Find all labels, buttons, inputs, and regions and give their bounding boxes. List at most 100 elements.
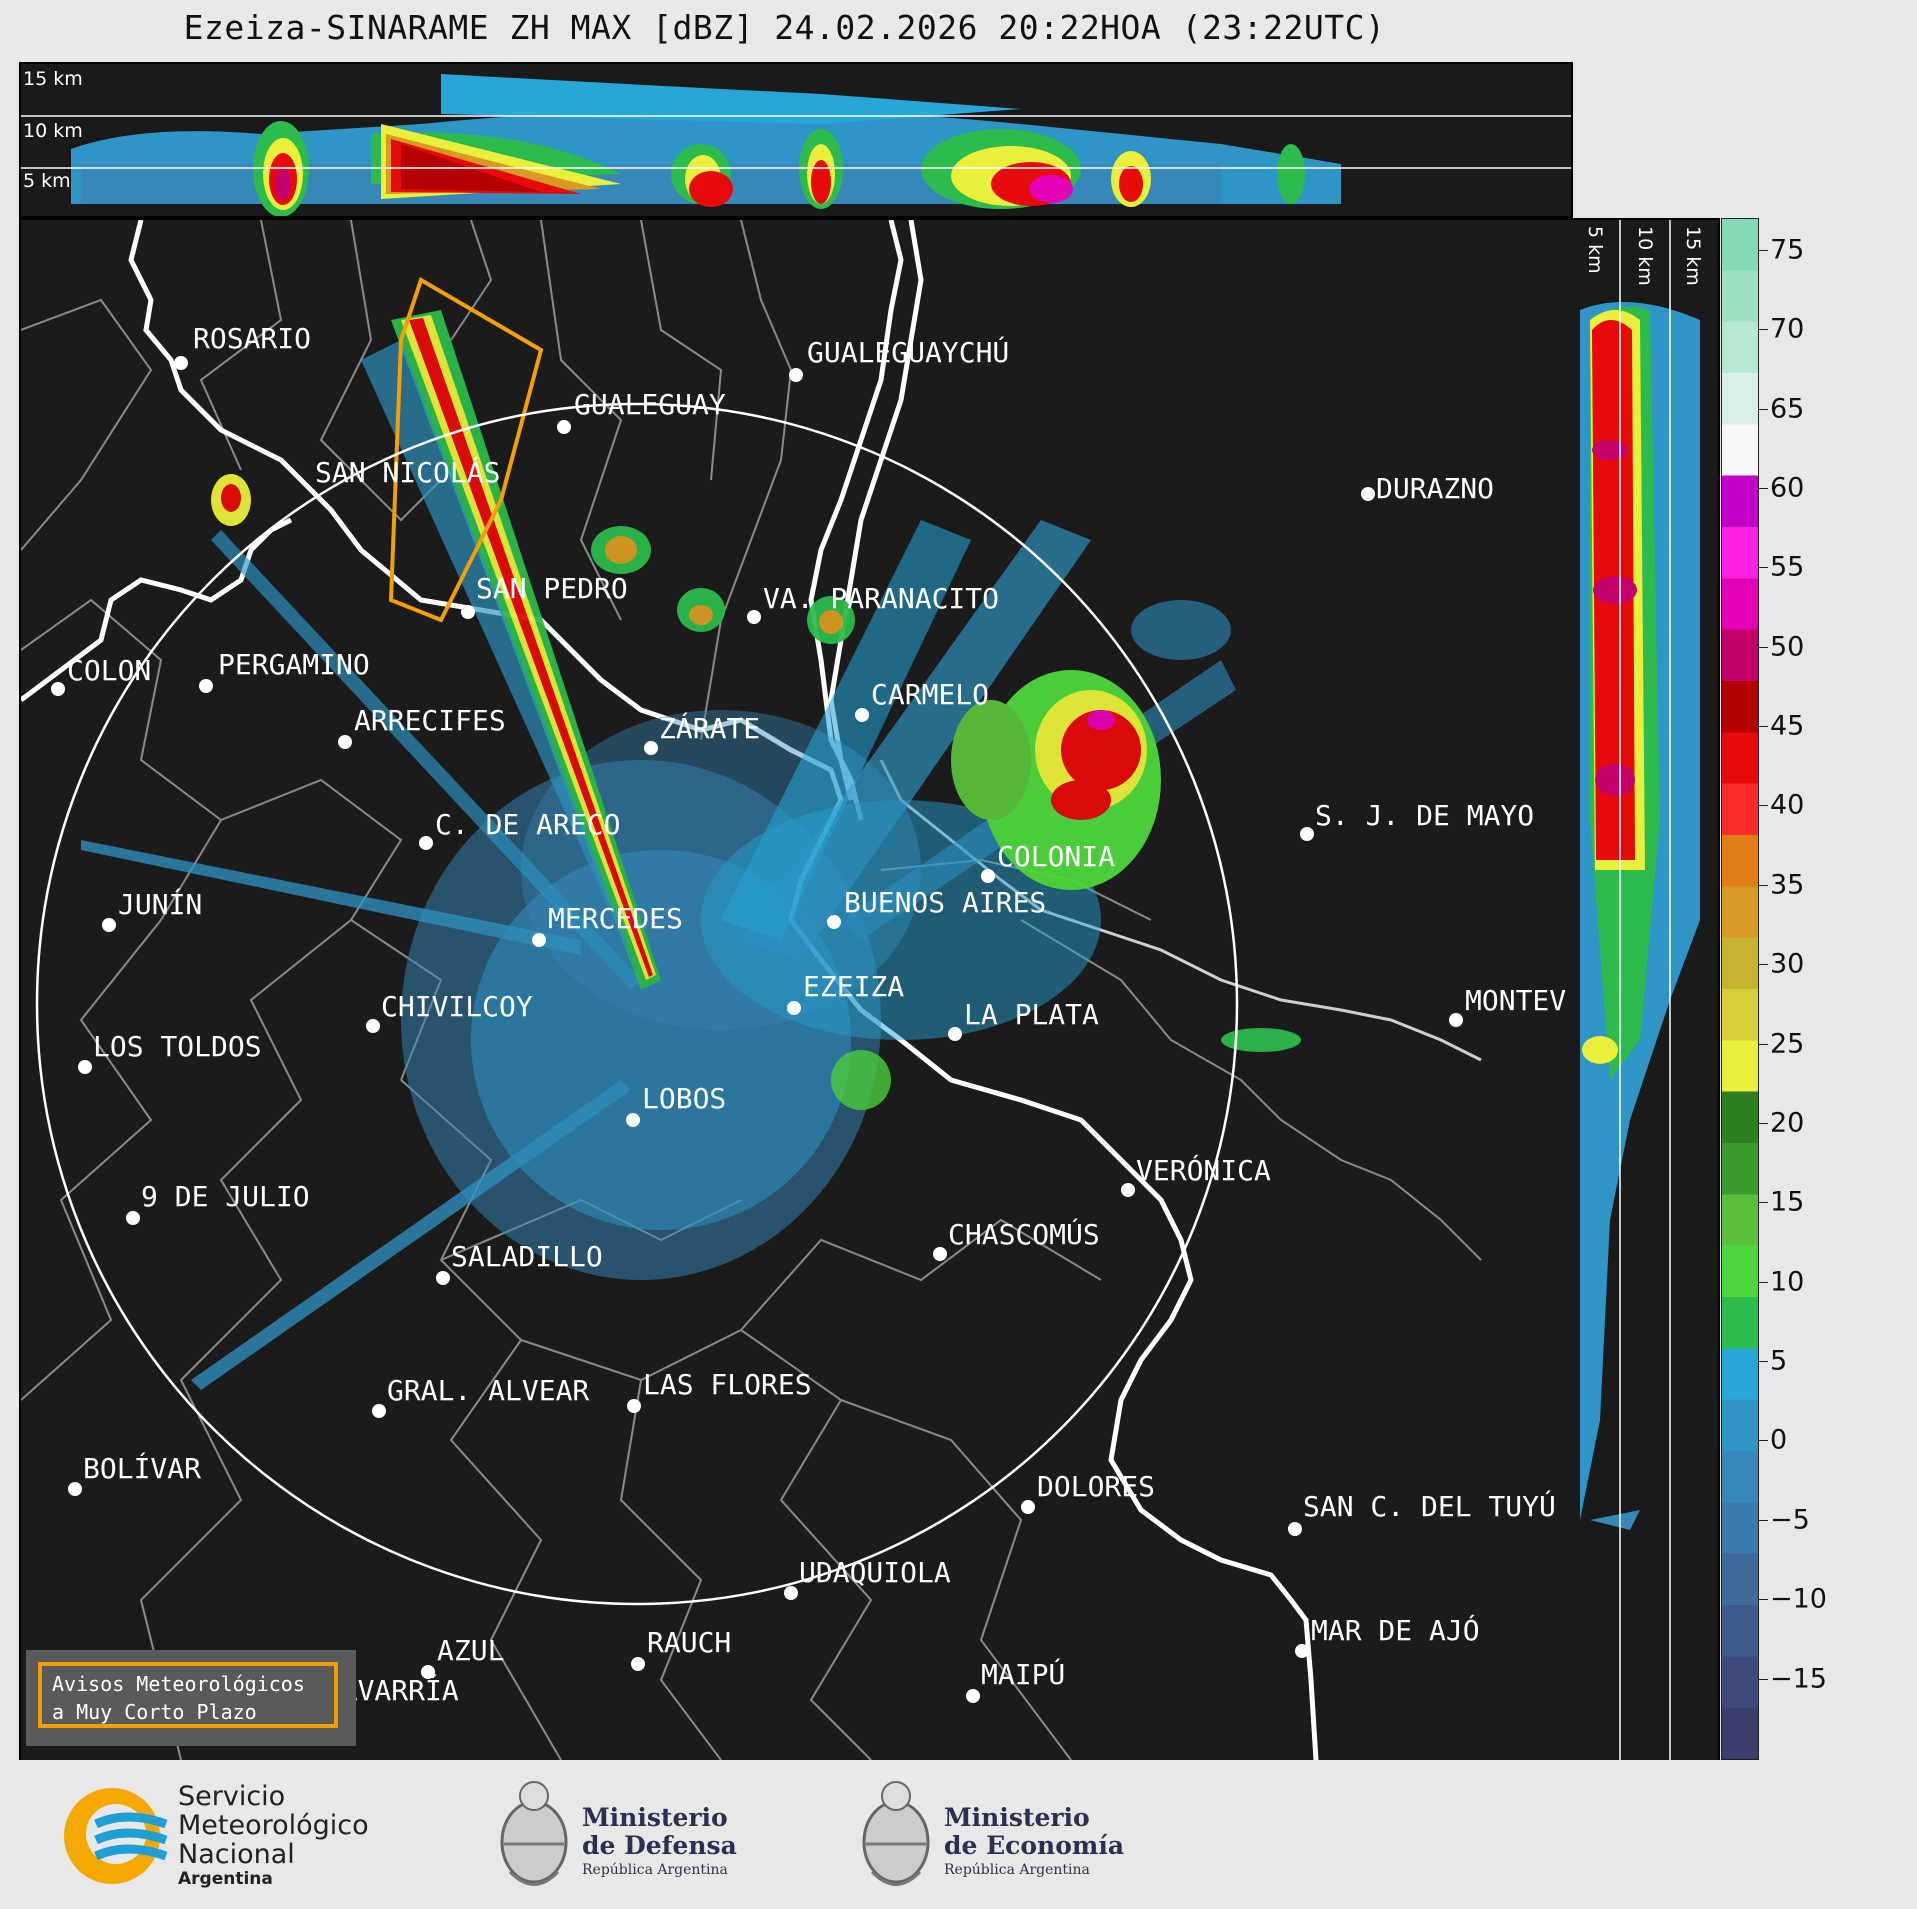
warning-legend-line1: Avisos Meteorológicos (52, 1672, 305, 1696)
footer: Servicio Meteorológico Nacional Argentin… (0, 1760, 1917, 1909)
defensa-line3: República Argentina (582, 1862, 728, 1878)
city-label: GRAL. ALVEAR (387, 1374, 589, 1407)
warning-polygon (388, 277, 544, 623)
smn-logo-text: Servicio Meteorológico Nacional Argentin… (178, 1782, 369, 1889)
warning-legend-line2: a Muy Corto Plazo (52, 1700, 257, 1724)
top-cross-section-panel: 15 km 10 km 5 km (19, 62, 1573, 218)
city-label: CARMELO (871, 678, 989, 711)
side-height-label-5km: 5 km (1584, 226, 1606, 274)
smn-line4: Argentina (178, 1869, 273, 1889)
cities-layer (51, 356, 1463, 1718)
city-label: EZEIZA (803, 970, 904, 1003)
city-label: PERGAMINO (218, 648, 370, 681)
colorbar-tick (1758, 329, 1768, 331)
colorbar-tick (1758, 1202, 1768, 1204)
colorbar-tick (1758, 567, 1768, 569)
colorbar-tick (1758, 884, 1768, 886)
defensa-logo-text: Ministerio de Defensa República Argentin… (582, 1804, 737, 1880)
colorbar-tick (1758, 1361, 1768, 1363)
economia-logo-text: Ministerio de Economía República Argenti… (944, 1804, 1124, 1880)
colorbar-tick (1758, 646, 1768, 648)
city-label: COLONIA (997, 840, 1115, 873)
city-label: MAIPÚ (981, 1657, 1065, 1691)
side-cross-section-echo (1580, 220, 1700, 1760)
city-label: DOLORES (1037, 1470, 1155, 1503)
colorbar (1721, 218, 1759, 1760)
city-label: MAR DE AJÓ (1311, 1613, 1480, 1647)
city-label: UDAQUIOLA (799, 1556, 951, 1589)
radar-map: ROSARIO GUALEGUAYCHÚ GUALEGUAY SAN NICOL… (21, 220, 1566, 1760)
city-label: ZÁRATE (659, 711, 760, 745)
colorbar-tick-label: −10 (1770, 1583, 1827, 1615)
height-label-15km: 15 km (23, 68, 83, 90)
colorbar-tick (1758, 726, 1768, 728)
chart-title: Ezeiza-SINARAME ZH MAX [dBZ] 24.02.2026 … (183, 8, 1386, 47)
argentina-coat-of-arms-icon (862, 1781, 930, 1886)
colorbar-tick-label: 5 (1770, 1345, 1788, 1377)
city-label: VA. PARANACITO (763, 582, 999, 615)
argentina-coat-of-arms-icon (500, 1781, 568, 1886)
city-label: CHASCOMÚS (948, 1217, 1100, 1251)
city-label: JUNÍN (118, 887, 202, 921)
city-label: LOBOS (642, 1082, 726, 1115)
range-ring (35, 402, 1239, 1606)
warning-legend-box: Avisos Meteorológicos a Muy Corto Plazo (26, 1650, 356, 1746)
colorbar-tick (1758, 1519, 1768, 1521)
city-label: VERÓNICA (1136, 1153, 1271, 1187)
colorbar-tick-label: −5 (1770, 1504, 1810, 1536)
city-label: SALADILLO (451, 1240, 603, 1273)
radar-map-panel: ROSARIO GUALEGUAYCHÚ GUALEGUAY SAN NICOL… (19, 218, 1573, 1762)
colorbar-tick-label: 25 (1770, 1028, 1805, 1060)
colorbar-tick-label: 15 (1770, 1186, 1805, 1218)
colorbar-tick-label: 50 (1770, 631, 1805, 663)
city-label: LOS TOLDOS (93, 1030, 262, 1063)
colorbar-tick-label: 40 (1770, 789, 1805, 821)
defensa-line2: de Defensa (582, 1831, 737, 1860)
city-label: C. DE ARECO (435, 808, 620, 841)
colorbar-tick (1758, 1599, 1768, 1601)
colorbar-tick-label: −15 (1770, 1663, 1827, 1695)
city-label: RAUCH (647, 1626, 731, 1659)
city-label: BOLÍVAR (83, 1451, 201, 1485)
city-label: ARRECIFES (354, 704, 506, 737)
city-label: MERCEDES (548, 902, 683, 935)
colorbar-tick-label: 65 (1770, 393, 1805, 424)
city-label: SAN NICOLÁS (315, 455, 500, 489)
city-label: COLON (67, 654, 151, 687)
colorbar-tick (1758, 1122, 1768, 1124)
colorbar-tick (1758, 1043, 1768, 1045)
economia-line2: de Economía (944, 1831, 1125, 1860)
colorbar-tick-label: 10 (1770, 1266, 1805, 1298)
side-height-label-10km: 10 km (1634, 226, 1656, 286)
colorbar-tick (1758, 805, 1768, 807)
smn-line1: Servicio (178, 1781, 286, 1812)
city-label: DURAZNO (1376, 472, 1494, 505)
city-labels: ROSARIO GUALEGUAYCHÚ GUALEGUAY SAN NICOL… (67, 322, 1566, 1707)
colorbar-tick-label: 30 (1770, 948, 1805, 980)
city-label: LAS FLORES (643, 1368, 812, 1401)
city-label: CHIVILCOY (381, 990, 533, 1023)
city-label: S. J. DE MAYO (1315, 799, 1534, 832)
colorbar-tick-label: 55 (1770, 551, 1805, 583)
side-height-label-15km: 15 km (1682, 226, 1704, 286)
city-label: AZUL (437, 1634, 504, 1667)
city-label: LA PLATA (964, 998, 1099, 1031)
colorbar-tick (1758, 1281, 1768, 1283)
smn-line3: Nacional (178, 1839, 295, 1870)
smn-line2: Meteorológico (178, 1810, 369, 1841)
colorbar-tick (1758, 408, 1768, 410)
colorbar-tick (1758, 487, 1768, 489)
city-label: BUENOS AIRES (844, 886, 1046, 919)
colorbar-tick (1758, 1440, 1768, 1442)
city-label: SAN PEDRO (476, 572, 628, 605)
city-label: GUALEGUAY (574, 388, 726, 421)
colorbar-tick-label: 60 (1770, 472, 1805, 504)
side-cross-section-panel: 5 km 10 km 15 km (1570, 218, 1720, 1762)
defensa-line1: Ministerio (582, 1803, 728, 1832)
colorbar-tick-label: 35 (1770, 869, 1805, 901)
height-label-10km: 10 km (23, 120, 83, 142)
colorbar-tick-label: 20 (1770, 1107, 1805, 1139)
height-label-5km: 5 km (23, 170, 71, 192)
colorbar-tick (1758, 1678, 1768, 1680)
smn-logo-icon (64, 1788, 168, 1884)
